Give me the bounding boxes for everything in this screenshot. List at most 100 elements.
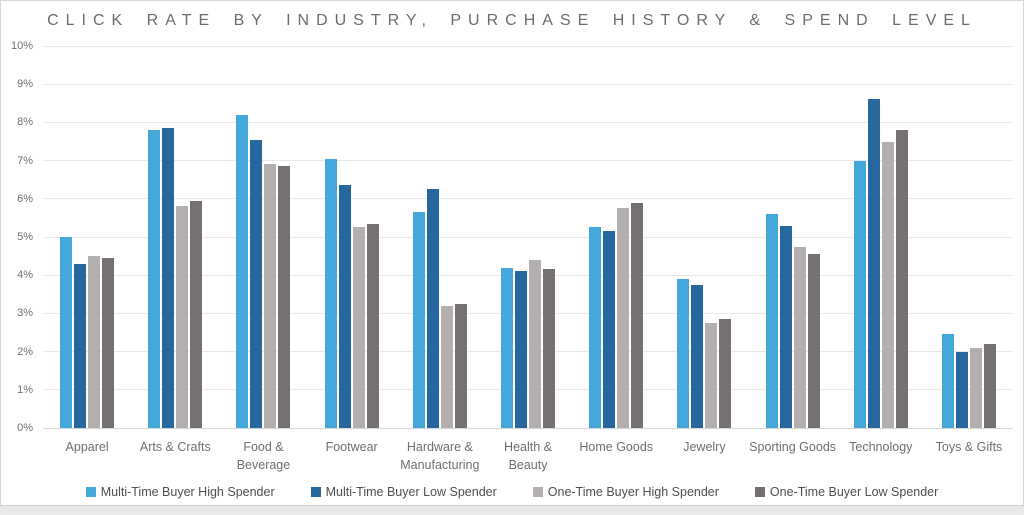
legend-label: One-Time Buyer High Spender: [547, 485, 719, 499]
legend-swatch-icon: [85, 487, 96, 497]
x-axis-label: Toys & Gifts: [935, 440, 1003, 454]
x-axis-label: Jewelry: [683, 440, 726, 454]
x-axis-label: Hardware & Manufacturing: [400, 440, 480, 473]
legend-item: One-Time Buyer Low Spender: [754, 485, 939, 499]
bar-groups-row: [43, 46, 1013, 428]
bar-group: [925, 46, 1013, 428]
bar: [190, 200, 203, 428]
legend-item: Multi-Time Buyer Low Spender: [310, 485, 497, 499]
bar-group: [308, 46, 396, 428]
gridline: [43, 351, 1013, 353]
bar: [793, 246, 806, 428]
bar: [631, 202, 644, 428]
bar: [677, 279, 690, 428]
gridline: [43, 198, 1013, 200]
bar: [440, 305, 453, 428]
bar: [148, 130, 161, 428]
bar: [102, 258, 115, 428]
y-tick-label: 1%: [17, 383, 33, 396]
legend: Multi-Time Buyer High Spender Multi-Time …: [1, 485, 1023, 499]
bar: [853, 160, 866, 428]
bar-group: [131, 46, 219, 428]
bar: [426, 189, 439, 428]
bar: [352, 227, 365, 428]
bar: [176, 206, 189, 428]
y-tick-label: 7%: [17, 154, 33, 167]
y-tick-label: 2%: [17, 345, 33, 358]
bar: [501, 267, 514, 428]
y-tick-label: 5%: [17, 231, 33, 243]
x-axis-label: Footwear: [325, 440, 378, 454]
bar: [454, 303, 467, 428]
chart-title: CLICK RATE BY INDUSTRY, PURCHASE HISTORY…: [47, 12, 977, 29]
bar: [807, 254, 820, 428]
legend-label: Multi-Time Buyer Low Spender: [325, 485, 497, 499]
bar: [881, 141, 894, 428]
bar: [162, 128, 175, 428]
gridline: [43, 389, 1013, 391]
gridline: [43, 427, 1013, 429]
x-axis: Apparel Arts & Crafts Food & Beverage Footw…: [43, 438, 1013, 474]
x-axis-label: Home Goods: [579, 440, 654, 454]
bar: [338, 185, 351, 428]
bar: [719, 319, 732, 428]
bar: [603, 231, 616, 428]
y-tick-label: 3%: [17, 307, 33, 320]
bar-group: [837, 46, 925, 428]
bar-group: [660, 46, 748, 428]
y-tick-label: 0%: [17, 422, 33, 434]
bar: [74, 263, 87, 428]
bar: [529, 259, 542, 428]
legend-label: One-Time Buyer Low Spender: [769, 485, 939, 499]
bar: [983, 343, 996, 428]
bar-group: [484, 46, 572, 428]
bar-group: [572, 46, 660, 428]
gridline: [43, 121, 1013, 123]
gridline: [43, 274, 1013, 276]
legend-swatch-icon: [532, 487, 543, 497]
legend-swatch-icon: [754, 487, 765, 497]
x-axis-label: Technology: [849, 440, 913, 454]
x-axis-label: Health & Beauty: [504, 440, 552, 473]
gridline: [43, 45, 1013, 47]
bar: [617, 208, 630, 428]
bar: [236, 114, 249, 428]
bar: [366, 223, 379, 428]
bar: [278, 166, 291, 428]
x-axis-label: Food & Beverage: [236, 440, 291, 473]
bar: [515, 271, 528, 428]
y-axis: 10% 9% 8% 7% 6% 5% 4% 3% 2% 1% 0%: [1, 40, 33, 434]
bar: [543, 269, 556, 428]
gridline: [43, 312, 1013, 314]
bar: [867, 99, 880, 428]
bar-group: [749, 46, 837, 428]
legend-item: Multi-Time Buyer High Spender: [85, 485, 275, 499]
bar: [895, 130, 908, 428]
bar: [969, 347, 982, 428]
bar: [589, 227, 602, 428]
bar: [705, 322, 718, 428]
legend-label: Multi-Time Buyer High Spender: [100, 485, 275, 499]
y-tick-label: 6%: [17, 192, 33, 205]
bar: [60, 237, 73, 428]
bar: [264, 164, 277, 428]
gridline: [43, 83, 1013, 85]
y-tick-label: 4%: [17, 269, 33, 282]
y-tick-label: 10%: [10, 40, 33, 52]
x-axis-label: Sporting Goods: [749, 440, 837, 454]
plot-area: [43, 45, 1013, 429]
legend-item: One-Time Buyer High Spender: [532, 485, 719, 499]
x-axis-label: Apparel: [65, 440, 109, 454]
y-tick-label: 9%: [17, 78, 33, 91]
bar: [941, 334, 954, 428]
bar: [88, 256, 101, 428]
y-tick-label: 8%: [17, 116, 33, 129]
x-axis-label: Arts & Crafts: [139, 440, 211, 454]
bar-group: [396, 46, 484, 428]
bar: [779, 225, 792, 428]
gridline: [43, 160, 1013, 162]
bar: [691, 284, 704, 428]
bar-group: [43, 46, 131, 428]
bar: [765, 214, 778, 428]
